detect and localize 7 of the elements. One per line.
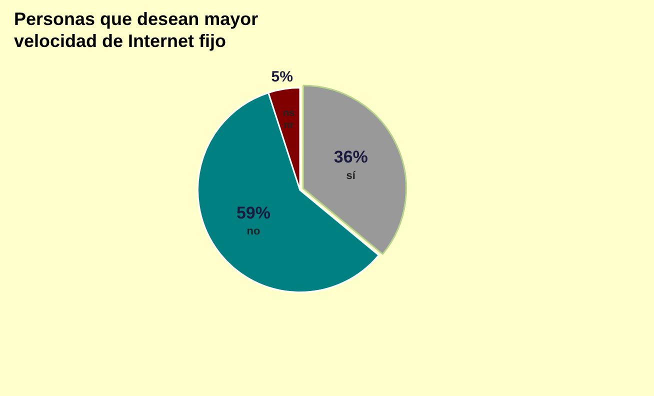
chart-title: Personas que desean mayor velocidad de Internet fijo — [14, 8, 260, 52]
data-label: 5% — [271, 68, 293, 86]
data-label: 36% — [334, 148, 368, 167]
data-label: 59% — [236, 203, 271, 222]
slice-label: sí — [346, 170, 356, 182]
slice-label: no — [246, 226, 260, 238]
slice-label: ns nr — [282, 108, 296, 132]
